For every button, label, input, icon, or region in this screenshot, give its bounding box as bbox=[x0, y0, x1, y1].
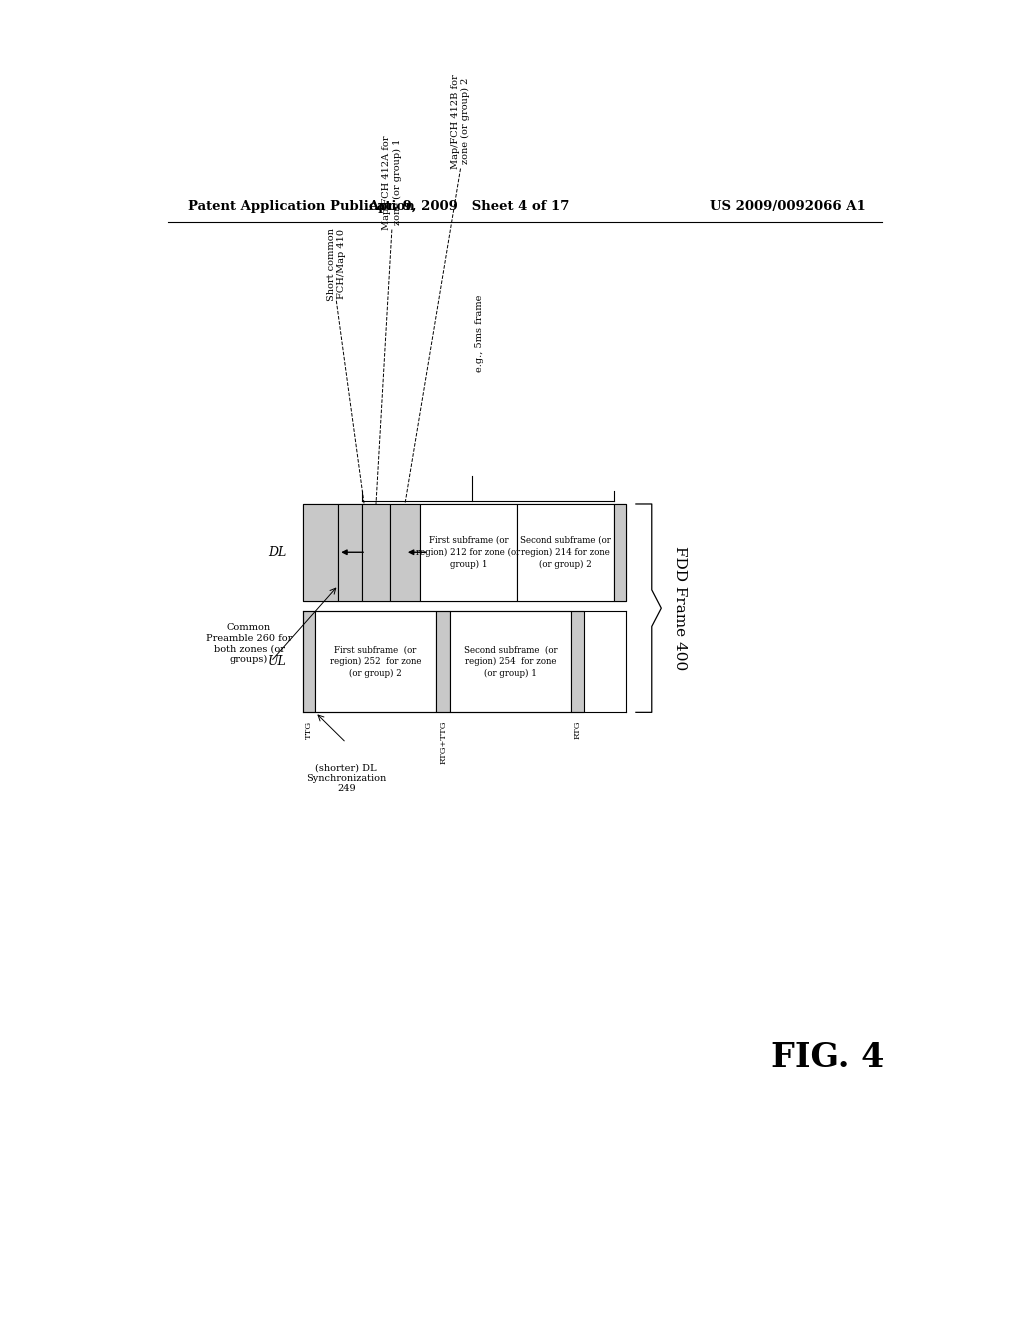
Bar bbox=[303, 611, 315, 713]
Bar bbox=[613, 504, 627, 601]
Text: Patent Application Publication: Patent Application Publication bbox=[187, 199, 415, 213]
Text: US 2009/0092066 A1: US 2009/0092066 A1 bbox=[711, 199, 866, 213]
Text: (shorter) DL
Synchronization
249: (shorter) DL Synchronization 249 bbox=[306, 763, 386, 793]
Text: RTG+TTG: RTG+TTG bbox=[439, 721, 447, 764]
Text: TTG: TTG bbox=[305, 721, 313, 739]
Text: Map/FCH 412A for
zone (or group) 1: Map/FCH 412A for zone (or group) 1 bbox=[382, 135, 401, 230]
Bar bbox=[303, 504, 338, 601]
Text: RTG: RTG bbox=[573, 721, 582, 739]
Bar bbox=[315, 611, 436, 713]
Text: Common
Preamble 260 for
both zones (or
groups): Common Preamble 260 for both zones (or g… bbox=[206, 623, 292, 664]
Text: Second subframe (or
region) 214 for zone
(or group) 2: Second subframe (or region) 214 for zone… bbox=[520, 536, 610, 569]
Text: First subframe  (or
region) 252  for zone
(or group) 2: First subframe (or region) 252 for zone … bbox=[330, 645, 421, 678]
Bar bbox=[517, 504, 613, 601]
Text: Short common
FCH/Map 410: Short common FCH/Map 410 bbox=[327, 228, 346, 301]
Text: Second subframe  (or
region) 254  for zone
(or group) 1: Second subframe (or region) 254 for zone… bbox=[464, 645, 557, 678]
Text: FIG. 4: FIG. 4 bbox=[771, 1041, 884, 1074]
Bar bbox=[338, 504, 362, 601]
Bar bbox=[362, 504, 390, 601]
Text: FDD Frame 400: FDD Frame 400 bbox=[673, 546, 687, 671]
Bar bbox=[436, 611, 451, 713]
Bar bbox=[420, 504, 517, 601]
Bar bbox=[303, 504, 627, 601]
Bar bbox=[451, 611, 570, 713]
Text: e.g., 5ms frame: e.g., 5ms frame bbox=[475, 294, 484, 372]
Text: Apr. 9, 2009   Sheet 4 of 17: Apr. 9, 2009 Sheet 4 of 17 bbox=[369, 199, 570, 213]
Bar bbox=[570, 611, 584, 713]
Text: UL: UL bbox=[268, 655, 287, 668]
Text: First subframe (or
region) 212 for zone (or
group) 1: First subframe (or region) 212 for zone … bbox=[417, 536, 520, 569]
Text: Map/FCH 412B for
zone (or group) 2: Map/FCH 412B for zone (or group) 2 bbox=[451, 74, 470, 169]
Text: DL: DL bbox=[268, 545, 287, 558]
Bar bbox=[390, 504, 420, 601]
